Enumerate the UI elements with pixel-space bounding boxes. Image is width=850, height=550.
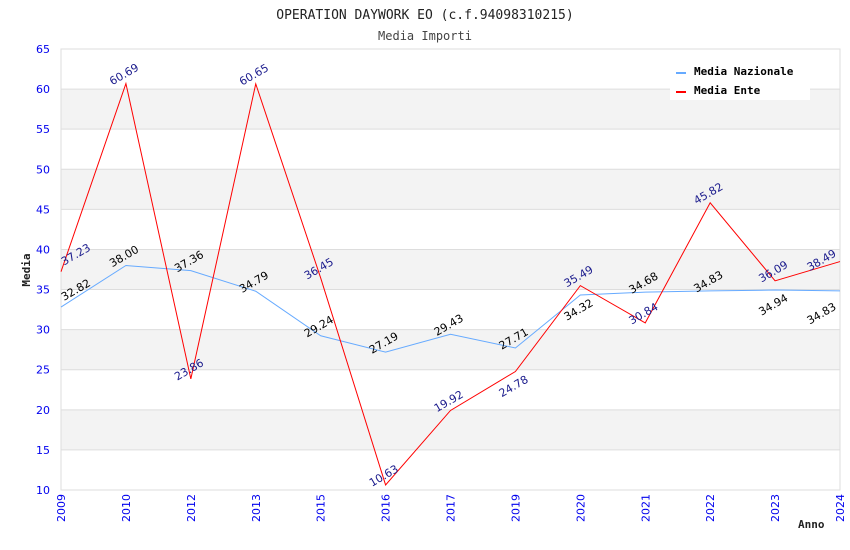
x-tick-label: 2022 xyxy=(704,494,717,522)
y-tick-label: 15 xyxy=(36,444,50,457)
grid-band xyxy=(61,249,840,290)
x-tick-label: 2009 xyxy=(55,494,68,522)
y-tick-label: 10 xyxy=(36,484,50,497)
x-tick-label: 2013 xyxy=(250,494,263,522)
chart-subtitle: Media Importi xyxy=(378,29,472,43)
y-tick-label: 35 xyxy=(36,284,50,297)
legend-swatch xyxy=(676,72,686,74)
legend: Media Nazionale Media Ente xyxy=(670,60,810,100)
legend-swatch xyxy=(676,91,686,93)
x-tick-label: 2012 xyxy=(185,494,198,522)
data-label: 30.84 xyxy=(627,300,661,327)
x-axis-label: Anno xyxy=(798,518,825,531)
legend-entry: Media Ente xyxy=(694,84,761,97)
y-tick-label: 40 xyxy=(36,243,50,256)
legend-entry: Media Nazionale xyxy=(694,65,794,78)
legend-box xyxy=(670,60,810,100)
series-line-media-ente xyxy=(60,81,841,486)
data-label: 34.94 xyxy=(756,291,790,318)
y-tick-label: 60 xyxy=(36,83,50,96)
x-tick-label: 2010 xyxy=(120,494,133,522)
y-tick-label: 45 xyxy=(36,203,50,216)
series-line-media-nazionale xyxy=(60,264,841,353)
y-tick-label: 25 xyxy=(36,364,50,377)
x-tick-label: 2024 xyxy=(834,494,847,522)
y-axis-label: Media xyxy=(20,253,33,286)
x-tick-label: 2015 xyxy=(315,494,328,522)
x-tick-label: 2020 xyxy=(574,494,587,522)
data-label: 34.32 xyxy=(562,296,596,323)
x-tick-label: 2019 xyxy=(509,494,522,522)
data-label: 60.65 xyxy=(237,61,271,88)
y-tick-label: 65 xyxy=(36,43,50,56)
y-tick-label: 30 xyxy=(36,324,50,337)
chart-title: OPERATION DAYWORK EO (c.f.94098310215) xyxy=(276,8,573,23)
x-tick-label: 2016 xyxy=(380,494,393,522)
y-tick-label: 55 xyxy=(36,123,50,136)
x-tick-label: 2023 xyxy=(769,494,782,522)
y-tick-label: 50 xyxy=(36,163,50,176)
grid-band xyxy=(61,329,840,370)
grid-band xyxy=(61,409,840,450)
data-label: 34.83 xyxy=(805,300,839,327)
data-label: 10.63 xyxy=(367,462,401,489)
y-tick-label: 20 xyxy=(36,404,50,417)
x-tick-label: 2017 xyxy=(445,494,458,522)
data-label: 24.78 xyxy=(497,373,531,400)
x-tick-label: 2021 xyxy=(639,494,652,522)
data-label: 60.69 xyxy=(107,61,141,88)
